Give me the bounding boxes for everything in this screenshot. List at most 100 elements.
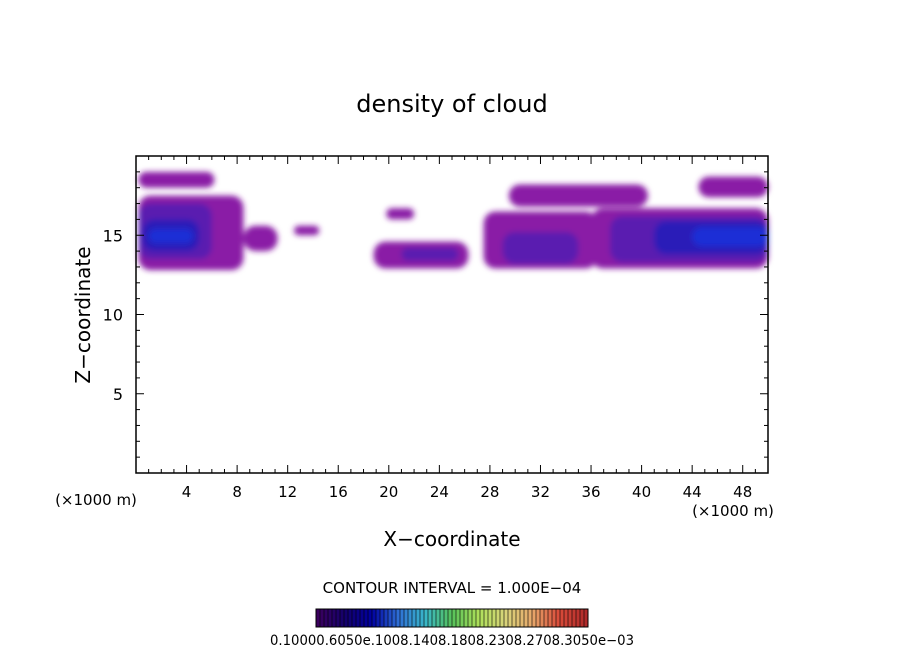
colorbar-cell [412, 609, 417, 627]
cloud-region-4 [148, 228, 193, 244]
colorbar-cell [492, 609, 497, 627]
colorbar-cell [392, 609, 397, 627]
colorbar-cell [404, 609, 409, 627]
x-tick-label: 24 [430, 483, 449, 501]
cloud-region-6 [294, 225, 320, 236]
colorbar-cell [456, 609, 461, 627]
colorbar-cell [464, 609, 469, 627]
colorbar-cell [572, 609, 577, 627]
colorbar-cell [416, 609, 421, 627]
colorbar [315, 609, 589, 627]
x-tick-label: 16 [329, 483, 348, 501]
y-tick-label: 10 [103, 306, 123, 325]
x-tick-label: 32 [531, 483, 550, 501]
colorbar-cell [328, 609, 333, 627]
colorbar-cell [484, 609, 489, 627]
colorbar-cell [344, 609, 349, 627]
colorbar-cell [548, 609, 553, 627]
x-tick-label: 8 [232, 483, 242, 501]
x-axis-unit-right: (×1000 m) [692, 502, 774, 520]
chart-title: density of cloud [356, 90, 547, 118]
colorbar-cell [340, 609, 345, 627]
colorbar-cell [384, 609, 389, 627]
colorbar-cell [564, 609, 569, 627]
colorbar-cell [524, 609, 529, 627]
x-axis-unit-left: (×1000 m) [55, 491, 137, 509]
colorbar-cell [332, 609, 337, 627]
colorbar-cell [504, 609, 509, 627]
colorbar-cell [512, 609, 517, 627]
cloud-region-15 [692, 227, 768, 247]
colorbar-cell [472, 609, 477, 627]
x-tick-label: 40 [632, 483, 651, 501]
colorbar-cell [336, 609, 341, 627]
colorbar-cell [372, 609, 377, 627]
cloud-region-11 [502, 232, 579, 264]
colorbar-cell [324, 609, 329, 627]
colorbar-cell [480, 609, 485, 627]
x-tick-label: 4 [182, 483, 192, 501]
y-tick-label: 15 [103, 226, 123, 245]
colorbar-cell [440, 609, 445, 627]
colorbar-cell [316, 609, 321, 627]
colorbar-cell [428, 609, 433, 627]
colorbar-cell [364, 609, 369, 627]
colorbar-cell [360, 609, 365, 627]
colorbar-cell [544, 609, 549, 627]
colorbar-cell [436, 609, 441, 627]
colorbar-cell [516, 609, 521, 627]
cloud-region-17 [698, 176, 768, 198]
cloud-region-7 [386, 208, 415, 220]
colorbar-cell [528, 609, 533, 627]
colorbar-labels: 0.10000.6050e.1008.1408.1808.2308.2708.3… [270, 633, 634, 649]
colorbar-cell [580, 609, 585, 627]
x-tick-label: 20 [379, 483, 398, 501]
y-axis-ticks: 5 10 15 [103, 171, 768, 458]
cloud-region-16 [508, 184, 648, 207]
colorbar-cell [320, 609, 325, 627]
colorbar-cell [508, 609, 513, 627]
colorbar-cell [560, 609, 565, 627]
colorbar-cell [552, 609, 557, 627]
colorbar-cell [420, 609, 425, 627]
colorbar-cell [380, 609, 385, 627]
colorbar-cell [536, 609, 541, 627]
colorbar-cell [540, 609, 545, 627]
colorbar-cell [376, 609, 381, 627]
colorbar-cell [400, 609, 405, 627]
colorbar-cell [532, 609, 537, 627]
x-axis-label: X−coordinate [383, 527, 520, 551]
colorbar-cell [448, 609, 453, 627]
x-axis-ticks: 4 8 12 16 20 24 28 32 36 40 44 48 [148, 156, 756, 501]
cloud-field [138, 171, 768, 271]
colorbar-cell [500, 609, 505, 627]
colorbar-cell [460, 609, 465, 627]
colorbar-cell [352, 609, 357, 627]
colorbar-cell [452, 609, 457, 627]
x-tick-label: 28 [480, 483, 499, 501]
colorbar-cell [468, 609, 473, 627]
cloud-region-9 [401, 247, 459, 261]
y-axis-label: Z−coordinate [71, 246, 95, 383]
colorbar-cell [568, 609, 573, 627]
colorbar-cell [444, 609, 449, 627]
colorbar-cell [476, 609, 481, 627]
colorbar-cell [356, 609, 361, 627]
colorbar-frame [315, 608, 589, 628]
colorbar-cell [396, 609, 401, 627]
colorbar-cell [520, 609, 525, 627]
x-tick-label: 36 [581, 483, 600, 501]
cloud-region-5 [243, 225, 278, 252]
colorbar-cell [424, 609, 429, 627]
x-tick-label: 48 [733, 483, 752, 501]
x-tick-label: 12 [278, 483, 297, 501]
colorbar-cell [368, 609, 373, 627]
cloud-region-0 [138, 171, 215, 188]
colorbar-cell [408, 609, 413, 627]
colorbar-cell [576, 609, 581, 627]
x-tick-label: 44 [683, 483, 702, 501]
colorbar-cell [496, 609, 501, 627]
contour-interval-label: CONTOUR INTERVAL = 1.000E−04 [323, 579, 582, 597]
colorbar-cell [388, 609, 393, 627]
